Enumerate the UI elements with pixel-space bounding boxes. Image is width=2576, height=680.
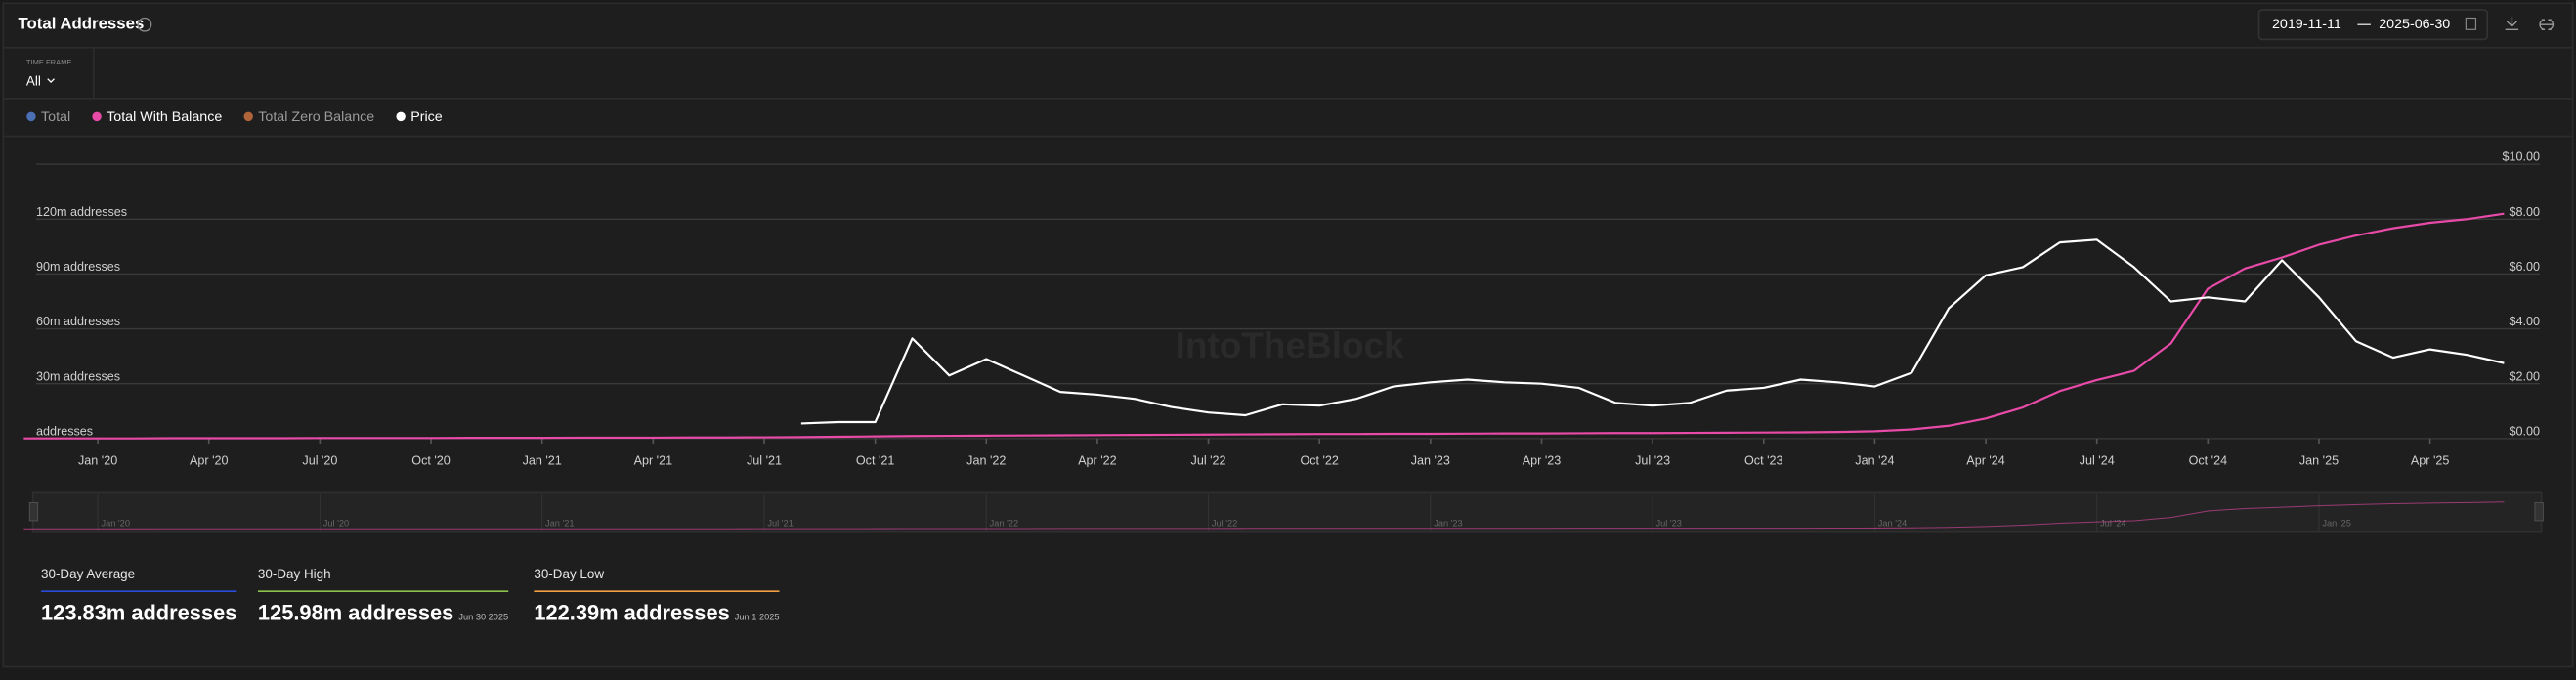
- watermark: IntoTheBlock: [1176, 325, 1405, 365]
- navigator-tick-label: Jul '21: [767, 519, 793, 529]
- x-tick-label: Apr '23: [1523, 454, 1562, 468]
- x-tick-label: Oct '23: [1744, 454, 1783, 468]
- x-tick-label: Jul '20: [302, 454, 337, 468]
- stat-date: Jun 1 2025: [735, 613, 780, 622]
- stat-label: 30-Day Low: [534, 567, 604, 581]
- x-tick-label: Jul '22: [1191, 454, 1226, 468]
- navigator-tick-label: Jul '20: [323, 519, 349, 529]
- legend-dot[interactable]: [92, 111, 102, 122]
- link-icon[interactable]: [2539, 19, 2555, 30]
- timeframe-value[interactable]: All: [26, 74, 41, 89]
- date-from: 2019-11-11: [2272, 17, 2341, 32]
- legend-label[interactable]: Total: [41, 109, 70, 125]
- x-tick-label: Jan '20: [78, 454, 117, 468]
- navigator-tick-label: Jul '22: [1212, 519, 1237, 529]
- stat-label: 30-Day Average: [41, 567, 135, 581]
- stat-date: Jun 30 2025: [458, 613, 508, 622]
- y-tick-label: 90m addresses: [36, 260, 120, 274]
- y-tick-label: 60m addresses: [36, 315, 120, 328]
- x-tick-label: Jul '24: [2080, 454, 2115, 468]
- legend-label[interactable]: Total With Balance: [107, 109, 222, 125]
- navigator-tick-label: Jul '23: [1655, 519, 1681, 529]
- y2-tick-label: $2.00: [2510, 369, 2541, 383]
- y2-tick-label: $10.00: [2502, 150, 2540, 164]
- x-tick-label: Apr '25: [2411, 454, 2450, 468]
- navigator[interactable]: [31, 491, 2543, 533]
- navigator-handle[interactable]: [28, 502, 39, 522]
- navigator-tick-label: Jan '23: [1434, 519, 1463, 529]
- legend-label[interactable]: Price: [410, 109, 443, 125]
- legend-dot[interactable]: [396, 111, 406, 122]
- x-tick-label: Jul '23: [1635, 454, 1670, 468]
- x-tick-label: Oct '24: [2189, 454, 2228, 468]
- y2-tick-label: $0.00: [2510, 424, 2541, 438]
- x-tick-label: Jan '25: [2299, 454, 2339, 468]
- x-tick-label: Oct '20: [411, 454, 451, 468]
- x-tick-label: Jan '24: [1855, 454, 1894, 468]
- navigator-tick-label: Jan '22: [990, 519, 1019, 529]
- stat-value: 125.98m addresses: [258, 601, 453, 625]
- y2-tick-label: $8.00: [2510, 205, 2541, 219]
- legend-label[interactable]: Total Zero Balance: [258, 109, 374, 125]
- navigator-handle[interactable]: [2534, 502, 2544, 522]
- stat-label: 30-Day High: [258, 567, 331, 581]
- x-tick-label: Apr '21: [634, 454, 673, 468]
- series-line: [23, 212, 2505, 440]
- x-tick-label: Apr '24: [1966, 454, 2005, 468]
- stat-value: 122.39m addresses: [534, 601, 729, 625]
- legend-dot[interactable]: [26, 111, 36, 122]
- chevron: [47, 78, 55, 84]
- date-to: 2025-06-30: [2379, 17, 2450, 32]
- navigator-tick-label: Jan '21: [545, 519, 575, 529]
- x-tick-label: Apr '22: [1078, 454, 1117, 468]
- y2-tick-label: $4.00: [2510, 315, 2541, 328]
- navigator-tick-label: Jan '20: [101, 519, 130, 529]
- x-tick-label: Oct '21: [856, 454, 895, 468]
- x-tick-label: Jan '22: [966, 454, 1006, 468]
- download-icon[interactable]: [2505, 16, 2519, 30]
- title: Total Addresses: [18, 15, 144, 33]
- x-tick-label: Oct '22: [1300, 454, 1339, 468]
- x-tick-label: Jan '21: [523, 454, 562, 468]
- navigator-tick-label: Jan '25: [2322, 519, 2351, 529]
- series-line: [800, 238, 2505, 425]
- navigator-tick-label: Jul '24: [2100, 519, 2125, 529]
- help-icon[interactable]: [137, 17, 152, 32]
- y-tick-label: addresses: [36, 424, 93, 438]
- timeframe-label: TIME FRAME: [26, 58, 72, 66]
- x-tick-label: Apr '20: [190, 454, 229, 468]
- y2-tick-label: $6.00: [2510, 260, 2541, 274]
- x-tick-label: Jul '21: [747, 454, 782, 468]
- y-tick-label: 30m addresses: [36, 369, 120, 383]
- navigator-tick-label: Jan '24: [1878, 519, 1908, 529]
- x-tick-label: Jan '23: [1411, 454, 1450, 468]
- date-range[interactable]: [2257, 9, 2489, 41]
- navigator-line: [23, 501, 2505, 530]
- stat-value: 123.83m addresses: [41, 601, 236, 625]
- panel: [2, 2, 2574, 668]
- y-tick-label: 120m addresses: [36, 205, 127, 219]
- calendar-icon[interactable]: [2465, 17, 2477, 30]
- legend-dot[interactable]: [243, 111, 253, 122]
